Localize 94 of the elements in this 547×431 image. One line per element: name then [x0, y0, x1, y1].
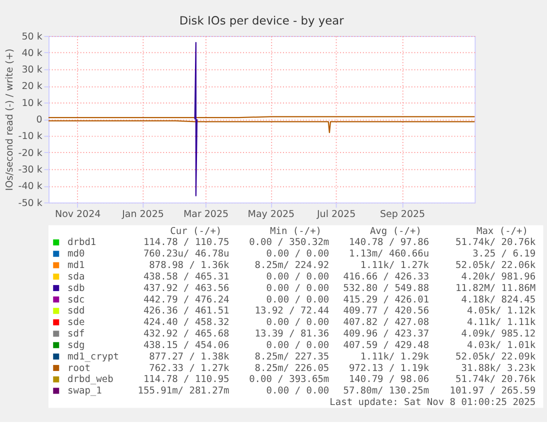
text: 0.00 / 0.00 — [266, 282, 330, 294]
text: 426.36 / 461.51 — [143, 306, 230, 317]
legend-label: root — [68, 362, 90, 374]
text: 0.00 / 0.00 — [266, 340, 330, 351]
text: 52.05k/ 22.06k — [456, 260, 536, 272]
text: 140.78 / 97.86 — [348, 237, 430, 248]
text: 8.25m/ 226.05 — [254, 362, 330, 374]
legend-label: md1_crypt — [68, 351, 120, 362]
text: 4.09k/ 985.12 — [461, 328, 536, 340]
text: 415.29 / 426.01 — [343, 294, 430, 306]
y-tick-label: -20 k — [18, 148, 43, 159]
text: 1.11k/ 1.27k — [360, 260, 430, 272]
text: 0.00 / 0.00 — [266, 386, 330, 397]
text: 31.88k/ 3.23k — [461, 362, 536, 374]
text: 8.25m/ 227.35 — [254, 351, 330, 362]
text: 4.03k/ 1.01k — [466, 340, 536, 351]
y-tick-label: 40 k — [22, 48, 43, 59]
y-tick-label: 10 k — [22, 98, 43, 109]
legend-label: sdg — [68, 340, 85, 351]
text: 409.96 / 423.37 — [343, 328, 430, 340]
text: 442.79 / 476.24 — [143, 294, 230, 306]
text: 407.59 / 429.48 — [343, 340, 430, 351]
legend-label: swap_1 — [68, 386, 102, 397]
legend-label: md0 — [68, 248, 85, 260]
text: 0.00 / 350.32m — [249, 237, 330, 248]
text: 4.18k/ 824.45 — [461, 294, 536, 306]
legend-label: sdb — [68, 282, 85, 294]
text: 407.82 / 427.08 — [343, 317, 430, 328]
y-tick-label: 20 k — [22, 81, 43, 92]
y-tick-label: -10 k — [18, 131, 43, 142]
text: 0.00 / 0.00 — [266, 317, 330, 328]
text: 51.74k/ 20.76k — [456, 374, 536, 386]
text: Max (-/+) — [476, 226, 528, 237]
text: 114.78 / 110.75 — [143, 237, 230, 248]
text: 424.40 / 458.32 — [143, 317, 230, 328]
text: 532.80 / 549.88 — [343, 282, 430, 294]
text: Last update: Sat Nov 8 01:00:25 2025 — [330, 397, 536, 408]
text: 140.79 / 98.06 — [348, 374, 430, 386]
text: 13.39 / 81.36 — [254, 328, 330, 340]
legend-label: sdf — [68, 328, 85, 340]
y-tick-label: 0 — [36, 114, 42, 126]
text: Avg (-/+) — [370, 226, 422, 237]
x-tick-label: Jul 2025 — [316, 209, 356, 220]
y-tick-label: -50 k — [18, 198, 43, 209]
text: Min (-/+) — [270, 226, 322, 237]
text: 437.92 / 463.56 — [143, 282, 230, 294]
text: 0.00 / 0.00 — [266, 294, 330, 306]
legend-label: md1 — [68, 260, 85, 272]
text: 1.13m/ 460.66u — [348, 248, 430, 260]
text: 409.77 / 420.56 — [343, 306, 430, 317]
y-axis-title: IOs/second read (-) / write (+) — [4, 48, 16, 191]
text: 11.82M/ 11.86M — [456, 282, 536, 294]
text: 4.05k/ 1.12k — [466, 306, 536, 317]
y-tick-label: 50 k — [22, 31, 43, 42]
text: 972.13 / 1.19k — [348, 362, 430, 374]
text: 3.25 / 6.19 — [472, 248, 536, 260]
text: 0.00 / 393.65m — [249, 374, 330, 386]
text: 52.05k/ 22.09k — [456, 351, 536, 362]
text: 8.25m/ 224.92 — [254, 260, 330, 272]
text: 114.78 / 110.95 — [143, 374, 230, 386]
y-tick-label: -40 k — [18, 181, 43, 192]
text: 4.20k/ 981.96 — [461, 271, 536, 282]
text: 0.00 / 0.00 — [266, 248, 330, 260]
x-tick-label: Mar 2025 — [183, 209, 229, 220]
text: Cur (-/+) — [170, 226, 222, 237]
text: 438.58 / 465.31 — [143, 271, 230, 282]
text: 101.97 / 265.59 — [450, 386, 536, 397]
text: 0.00 / 0.00 — [266, 271, 330, 282]
text: 762.33 / 1.27k — [149, 362, 230, 374]
y-tick-label: 30 k — [22, 64, 43, 76]
legend-label: sda — [68, 271, 85, 282]
text: 1.11k/ 1.29k — [360, 351, 430, 362]
text: 51.74k/ 20.76k — [456, 237, 536, 248]
y-tick-label: -30 k — [18, 164, 43, 176]
text: 878.98 / 1.36k — [149, 260, 230, 272]
x-tick-label: Jan 2025 — [121, 209, 164, 220]
text: 432.92 / 465.68 — [143, 328, 230, 340]
chart-title: Disk IOs per device - by year — [179, 14, 344, 28]
legend-label: drbd_web — [68, 374, 114, 386]
text: 155.91m/ 281.27m — [138, 386, 230, 397]
text: 4.11k/ 1.11k — [466, 317, 536, 328]
text: 416.66 / 426.33 — [343, 271, 430, 282]
x-tick-label: Sep 2025 — [380, 209, 426, 220]
text: 13.92 / 72.44 — [254, 306, 330, 317]
text: 57.80m/ 130.25m — [343, 386, 430, 397]
legend-label: sdc — [68, 294, 85, 306]
text: 877.27 / 1.38k — [149, 351, 230, 362]
x-tick-label: Nov 2024 — [54, 209, 101, 220]
text: 438.15 / 454.06 — [143, 340, 230, 351]
legend-label: drbd1 — [68, 237, 96, 248]
legend-label: sdd — [68, 306, 85, 317]
x-tick-label: May 2025 — [248, 209, 295, 220]
text: 760.23u/ 46.78u — [143, 248, 230, 260]
legend-label: sde — [68, 317, 85, 328]
